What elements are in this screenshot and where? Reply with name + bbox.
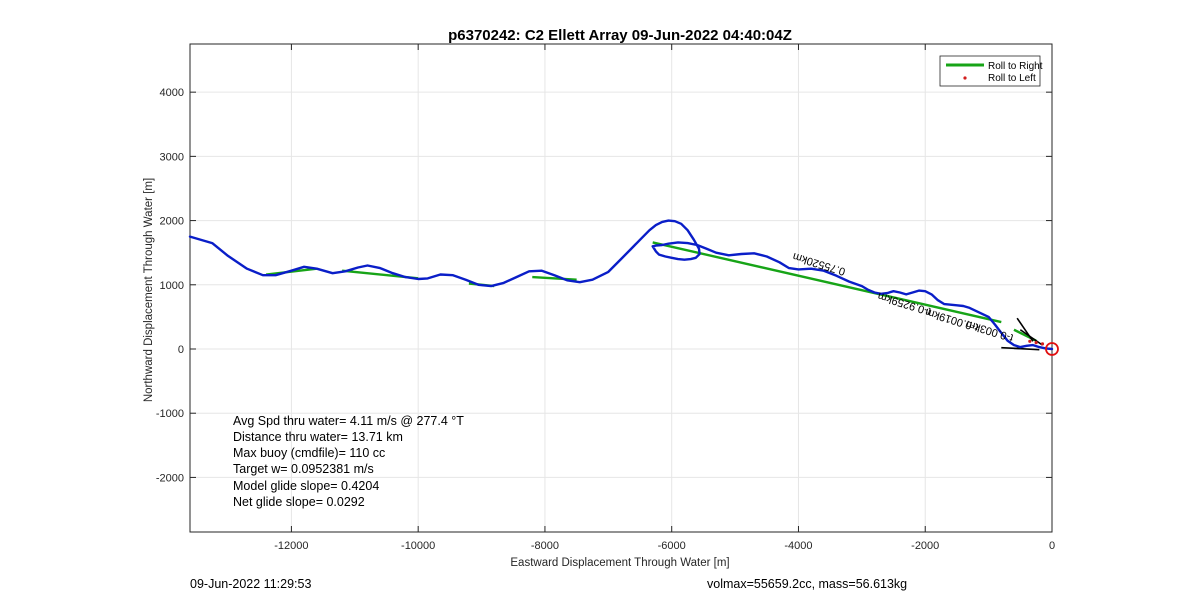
x-tick-label: 0 [1049,540,1055,552]
roll-left-point [1040,342,1045,346]
tick-labels: -12000 -10000 -8000 -6000 -4000 -2000 0-2000-1… [156,87,1055,552]
stat-max-buoy: Max buoy (cmdfile)= 110 cc [233,446,385,460]
x-axis-label: Eastward Displacement Through Water [m] [510,557,729,569]
roll-right-segment [652,241,1002,324]
legend-label-roll-right: Roll to Right [988,61,1043,72]
rotated-annotation-label: t-0.003km [965,318,1015,344]
stat-avg-speed: Avg Spd thru water= 4.11 m/s @ 277.4 °T [233,414,464,428]
axis-ticks [190,44,1053,532]
track-series [188,219,1054,351]
legend: Roll to Right Roll to Left [939,55,1043,87]
start-marker [1045,342,1059,356]
x-tick-label: -2000 [911,540,939,552]
roll-left-point [1034,340,1038,345]
x-tick-label: -10000 [401,540,435,552]
x-tick-label: -4000 [784,540,812,552]
track-line [188,219,1054,351]
y-tick-label: 0 [178,344,184,356]
stat-model-glide: Model glide slope= 0.4204 [233,479,379,493]
legend-box [939,55,1041,87]
y-tick-label: 2000 [160,216,184,228]
roll-left-point [1028,339,1032,343]
y-tick-label: 4000 [160,87,184,99]
footer-timestamp: 09-Jun-2022 11:29:53 [190,577,311,591]
rotated-annotation-label: 0.75520km [791,250,847,277]
grid-lines [190,44,1053,532]
annotation-line [1019,329,1043,346]
legend-swatch-roll-left [963,76,967,80]
annotation-lines [1001,317,1043,351]
start-marker-group [1045,342,1059,356]
stat-target-w: Target w= 0.0952381 m/s [233,462,374,476]
y-tick-label: -1000 [156,408,184,420]
stat-net-glide: Net glide slope= 0.0292 [233,495,365,509]
y-tick-label: 3000 [160,151,184,163]
roll-left-series [1028,339,1045,346]
roll-right-segment [532,275,577,281]
x-tick-label: -6000 [658,540,686,552]
annotation-line [1001,346,1024,350]
y-tick-label: -2000 [156,472,184,484]
x-tick-label: -8000 [531,540,559,552]
y-tick-label: 1000 [160,280,184,292]
stat-distance: Distance thru water= 13.71 km [233,430,403,444]
chart-title: p6370242: C2 Ellett Array 09-Jun-2022 04… [448,27,792,44]
y-axis-label: Northward Displacement Through Water [m] [143,178,155,402]
plot-area [189,43,1053,533]
stats-block: Avg Spd thru water= 4.11 m/s @ 277.4 °T … [233,414,464,509]
x-tick-label: -12000 [274,540,308,552]
legend-label-roll-left: Roll to Left [988,73,1036,84]
footer-vehicle-params: volmax=55659.2cc, mass=56.613kg [707,577,907,591]
